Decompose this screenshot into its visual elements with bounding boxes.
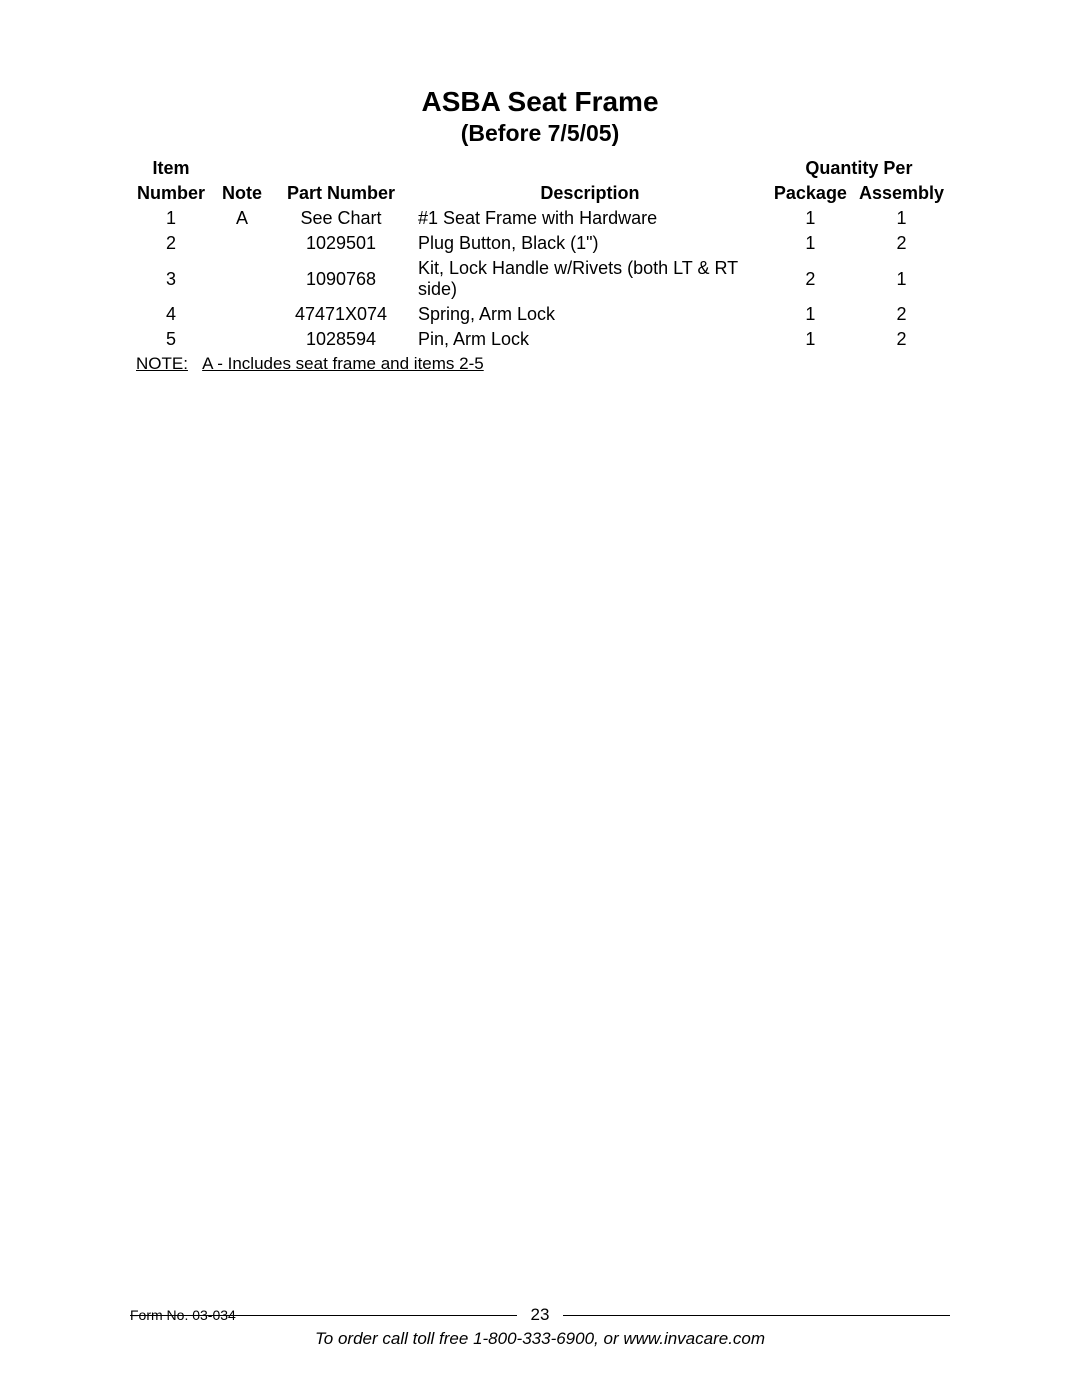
cell-description: Pin, Arm Lock: [410, 327, 768, 352]
table-note-label: NOTE:: [136, 354, 188, 373]
footer-rule-left: [130, 1315, 517, 1316]
cell-note: [212, 256, 272, 302]
table-row: 3 1090768Kit, Lock Handle w/Rivets (both …: [130, 256, 950, 302]
cell-package: 1: [768, 231, 853, 256]
col-header-quantity-per: Quantity Per: [768, 156, 950, 181]
cell-item-number: 3: [130, 256, 212, 302]
cell-description: Spring, Arm Lock: [410, 302, 768, 327]
page-subtitle: (Before 7/5/05): [130, 119, 950, 149]
cell-assembly: 2: [853, 231, 950, 256]
cell-note: [212, 327, 272, 352]
cell-description: #1 Seat Frame with Hardware: [410, 206, 768, 231]
footer-rule-right: [563, 1315, 950, 1316]
col-header-description: Description: [410, 181, 768, 206]
cell-item-number: 2: [130, 231, 212, 256]
col-header-assembly: Assembly: [853, 181, 950, 206]
table-row: 1ASee Chart#1 Seat Frame with Hardware11: [130, 206, 950, 231]
table-row: 4 47471X074Spring, Arm Lock12: [130, 302, 950, 327]
footer-rule: 23: [130, 1305, 950, 1325]
col-header-package: Package: [768, 181, 853, 206]
table-note: NOTE: A - Includes seat frame and items …: [130, 352, 950, 376]
page-number: 23: [531, 1305, 550, 1325]
cell-item-number: 4: [130, 302, 212, 327]
page-title: ASBA Seat Frame: [130, 85, 950, 119]
cell-assembly: 1: [853, 256, 950, 302]
cell-assembly: 2: [853, 327, 950, 352]
cell-description: Plug Button, Black (1"): [410, 231, 768, 256]
cell-part-number: 1028594: [272, 327, 410, 352]
col-header-item-top: Item: [130, 156, 212, 181]
table-row: 5 1028594Pin, Arm Lock12: [130, 327, 950, 352]
cell-package: 2: [768, 256, 853, 302]
order-text: To order call toll free 1-800-333-6900, …: [130, 1329, 950, 1349]
cell-note: [212, 231, 272, 256]
cell-package: 1: [768, 327, 853, 352]
table-note-text: A - Includes seat frame and items 2-5: [202, 354, 484, 373]
cell-part-number: 1029501: [272, 231, 410, 256]
cell-item-number: 5: [130, 327, 212, 352]
cell-description: Kit, Lock Handle w/Rivets (both LT & RT …: [410, 256, 768, 302]
cell-part-number: 47471X074: [272, 302, 410, 327]
parts-table: Item Quantity Per Number Note Part Numbe…: [130, 156, 950, 376]
cell-assembly: 1: [853, 206, 950, 231]
cell-package: 1: [768, 206, 853, 231]
cell-part-number: See Chart: [272, 206, 410, 231]
cell-note: [212, 302, 272, 327]
cell-item-number: 1: [130, 206, 212, 231]
cell-assembly: 2: [853, 302, 950, 327]
cell-part-number: 1090768: [272, 256, 410, 302]
col-header-note: Note: [212, 181, 272, 206]
col-header-part-number: Part Number: [272, 181, 410, 206]
table-row: 21029501Plug Button, Black (1")12: [130, 231, 950, 256]
col-header-item-number: Number: [130, 181, 212, 206]
cell-package: 1: [768, 302, 853, 327]
cell-note: A: [212, 206, 272, 231]
